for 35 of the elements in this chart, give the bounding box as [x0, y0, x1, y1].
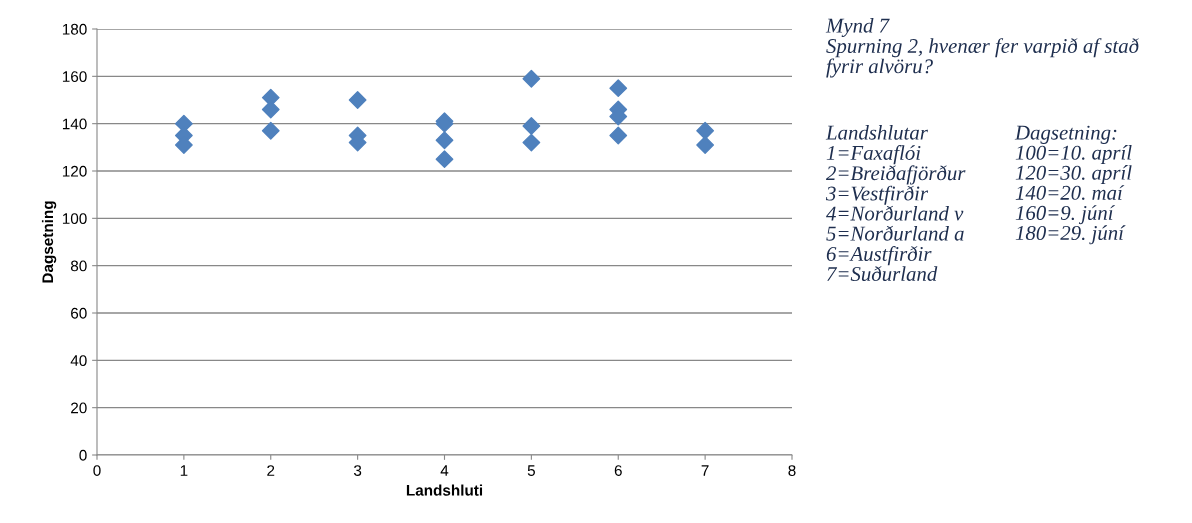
y-tick-label: 140: [62, 118, 87, 130]
point: [696, 121, 715, 140]
y-axis-title: Dagsetning: [41, 201, 57, 283]
x-tick-label: 3: [353, 465, 362, 476]
point: [609, 79, 628, 98]
point: [609, 126, 628, 145]
x-tick-label: 4: [440, 465, 449, 476]
point: [261, 121, 280, 140]
point: [435, 131, 454, 150]
point: [522, 133, 541, 152]
y-tick-label: 0: [79, 449, 87, 461]
text: Dagsetning: 100=10. apríl 120=30. apríl 140=20. maí 160=9. júní 180=29. júní: [1014, 125, 1132, 245]
y-tick-label: 80: [70, 260, 87, 272]
y-tick-label: 120: [62, 165, 87, 177]
x-tick-label: 8: [788, 465, 796, 476]
x-axis-title: Landshluti: [406, 484, 483, 496]
y-tick-label: 20: [71, 402, 87, 414]
x-tick-label: 5: [527, 465, 535, 476]
text: Landshlutar 1=Faxaflói 2=Breiðafjörður 3=Vestfirðir 4=Norðurland v 5=Norðurland a 6=Austfirðir 7=Suðurland: [825, 125, 966, 282]
point: [696, 136, 715, 154]
point: [435, 150, 454, 169]
point: [348, 91, 367, 109]
y-tick-label: 180: [62, 23, 87, 35]
y-tick-label: 40: [70, 355, 87, 367]
x-tick-label: 6: [614, 465, 622, 476]
point: [522, 117, 541, 135]
y-tick-label: 160: [62, 71, 87, 83]
y-tick-label: 100: [62, 213, 87, 225]
x-tick-label: 1: [180, 465, 188, 476]
x-tick-label: 7: [701, 465, 709, 476]
text: Mynd 7 Spurning 2, hvenær fer varpið af stað fyrir alvöru?: [825, 18, 1139, 78]
x-tick-label: 2: [267, 465, 275, 476]
point: [522, 69, 541, 88]
y-tick-label: 60: [71, 307, 87, 319]
x-tick-label: 0: [93, 465, 101, 476]
